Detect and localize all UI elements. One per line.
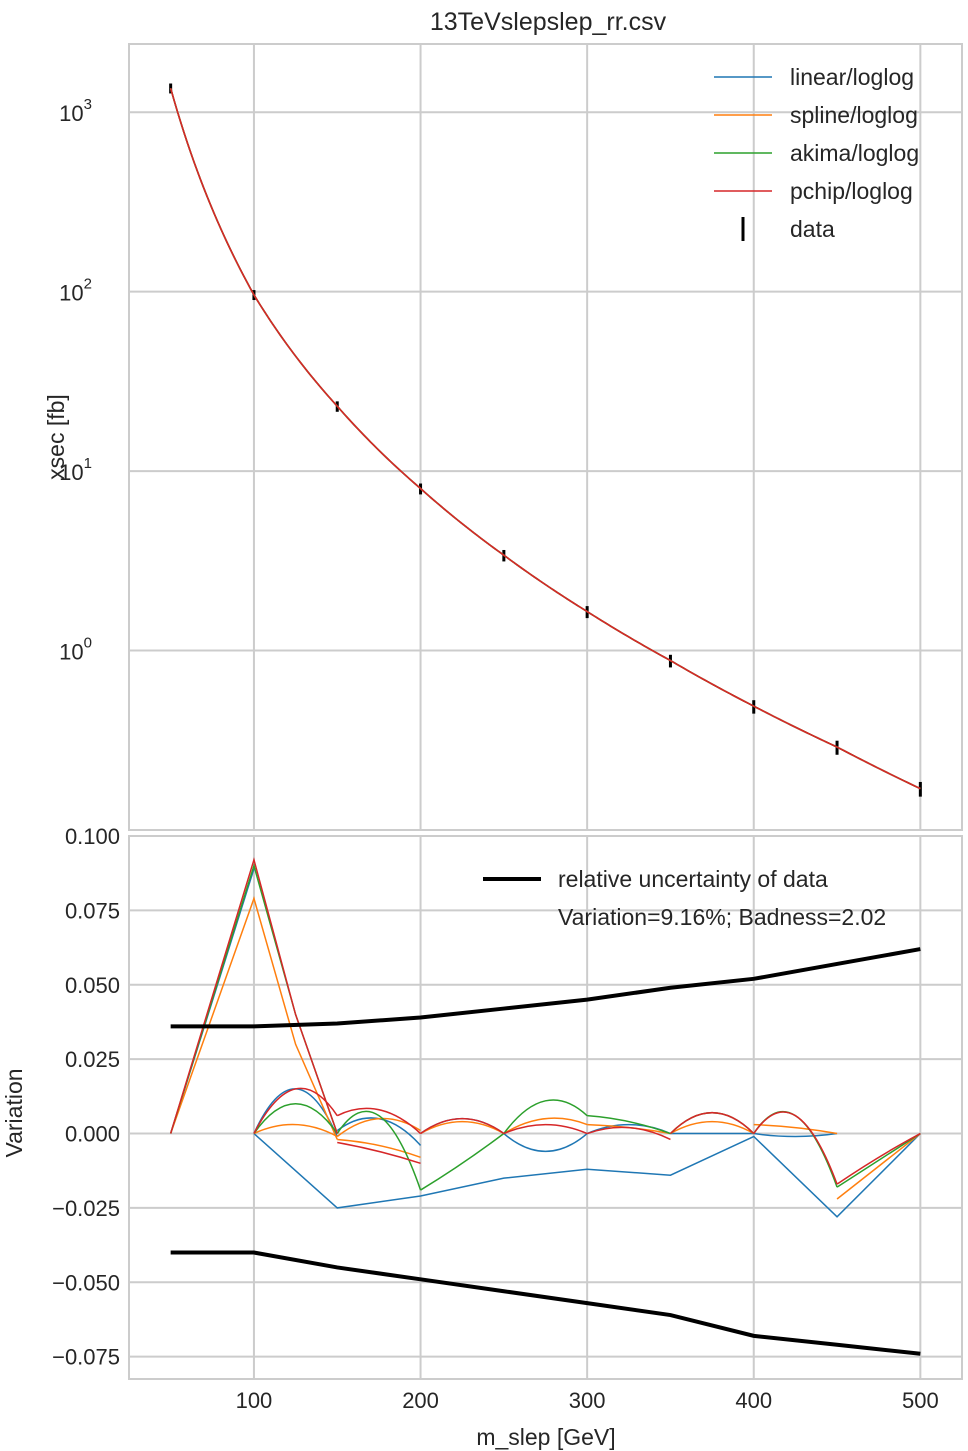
top-y-axis-label: xsec [fb] xyxy=(43,394,69,480)
top-y-tick-1000: 103 xyxy=(59,96,92,126)
top-series-line-3 xyxy=(169,88,921,790)
bottom-y-tick-labels: 0.100 0.075 0.050 0.025 0.000 −0.025 −0.050 −0.… xyxy=(52,824,120,1370)
variation-3-segment-5 xyxy=(503,1123,588,1135)
bottom-y-tick-0.075: 0.075 xyxy=(65,898,120,923)
variation-2-segment-4 xyxy=(503,1099,588,1134)
variation-2-segment-2 xyxy=(336,1110,422,1191)
legend-label-3: pchip/loglog xyxy=(790,178,913,204)
top-y-tick-10: 101 xyxy=(59,455,92,485)
bottom-y-axis-label: Variation xyxy=(1,1068,27,1157)
variation-annotation: Variation=9.16%; Badness=2.02 xyxy=(558,904,886,930)
variation-3-segment-0 xyxy=(169,857,338,1134)
variation-1-segment-5 xyxy=(503,1117,588,1135)
bottom-y-tick-0.025: 0.025 xyxy=(65,1047,120,1072)
variation-3-segment-7 xyxy=(669,1112,755,1135)
x-tick-labels: 100 200 300 400 500 xyxy=(236,1388,939,1413)
x-tick-100: 100 xyxy=(236,1388,273,1413)
bottom-grid xyxy=(129,835,962,1379)
variation-2-segment-3 xyxy=(420,1132,505,1191)
variation-1-segment-1 xyxy=(253,1123,338,1138)
bottom-legend: relative uncertainty of data Variation=9… xyxy=(483,866,886,930)
variation-2-segment-5 xyxy=(587,1114,671,1135)
variation-1-segment-2 xyxy=(337,1138,421,1159)
top-panel: 103 102 101 100 xsec [fb] linear/loglog spli… xyxy=(43,43,963,831)
chart-title: 13TeVslepslep_rr.csv xyxy=(430,8,667,36)
top-plot-frame xyxy=(128,43,963,831)
top-legend: linear/loglog spline/loglog akima/loglog pc… xyxy=(714,64,919,242)
x-tick-300: 300 xyxy=(569,1388,606,1413)
uncertainty-upper-line xyxy=(170,947,921,1029)
legend-uncertainty-label: relative uncertainty of data xyxy=(558,866,828,892)
variation-3-segment-3 xyxy=(337,1141,421,1165)
legend-label-data: data xyxy=(790,216,835,242)
variation-0-segment-5 xyxy=(503,1132,588,1152)
variation-3-segment-2 xyxy=(336,1107,422,1135)
top-grid xyxy=(129,44,962,830)
bottom-panel: 0.100 0.075 0.050 0.025 0.000 −0.025 −0.050 −0.… xyxy=(1,824,963,1450)
top-y-tick-1: 100 xyxy=(59,635,92,665)
bottom-plot-frame xyxy=(128,835,963,1380)
x-tick-400: 400 xyxy=(735,1388,772,1413)
bottom-y-tick-0.050: 0.050 xyxy=(65,973,120,998)
variation-3-segment-6 xyxy=(586,1126,671,1141)
variation-0-segment-1 xyxy=(253,1132,921,1218)
legend-label-0: linear/loglog xyxy=(790,64,914,90)
variation-1-segment-0 xyxy=(169,896,338,1140)
variation-3-segment-1 xyxy=(253,1087,338,1134)
variation-1-segment-7 xyxy=(670,1120,755,1135)
top-series-lines xyxy=(169,88,921,790)
bottom-y-tick-−0.075: −0.075 xyxy=(52,1345,120,1370)
top-y-tick-labels: 103 102 101 100 xyxy=(59,96,92,664)
legend-label-1: spline/loglog xyxy=(790,102,918,128)
variation-0-segment-8 xyxy=(753,1132,838,1138)
bottom-y-tick-−0.025: −0.025 xyxy=(52,1196,120,1221)
bottom-y-tick-0.100: 0.100 xyxy=(65,824,120,849)
top-y-tick-100: 102 xyxy=(59,276,92,306)
x-tick-500: 500 xyxy=(902,1388,939,1413)
variation-2-segment-1 xyxy=(253,1103,338,1134)
x-axis-label: m_slep [GeV] xyxy=(476,1424,615,1450)
bottom-series-lines xyxy=(169,857,921,1218)
bottom-y-tick-−0.050: −0.050 xyxy=(52,1270,120,1295)
x-tick-200: 200 xyxy=(402,1388,439,1413)
legend-label-2: akima/loglog xyxy=(790,140,919,166)
variation-1-segment-4 xyxy=(420,1120,505,1135)
variation-3-segment-8 xyxy=(753,1111,838,1185)
bottom-uncertainty-lines xyxy=(170,947,921,1356)
uncertainty-lower-line xyxy=(170,1250,921,1356)
variation-1-segment-9 xyxy=(836,1132,921,1200)
variation-3-segment-9 xyxy=(836,1132,921,1185)
variation-3-segment-4 xyxy=(420,1117,505,1135)
variation-1-segment-8 xyxy=(753,1123,838,1135)
bottom-y-tick-0.000: 0.000 xyxy=(65,1122,120,1147)
